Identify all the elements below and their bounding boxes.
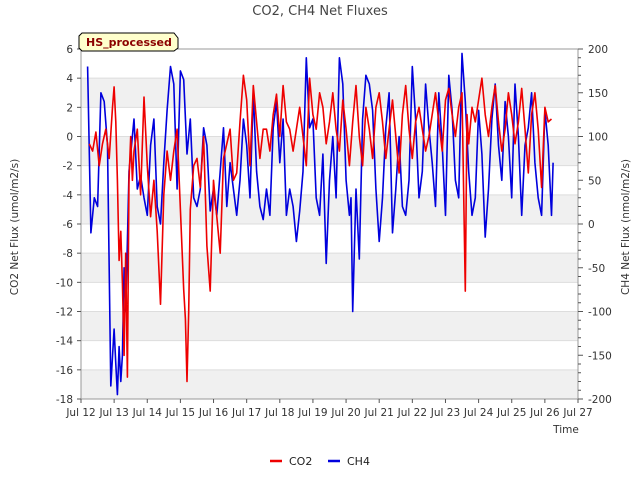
x-tick-label: Jul 14 (132, 407, 163, 419)
x-tick-label: Jul 19 (297, 407, 327, 419)
legend-entry-ch4: CH4 (328, 455, 370, 468)
y-tick-label: 2 (66, 102, 73, 114)
background-bands (81, 78, 578, 399)
y2-tick-label: -50 (588, 263, 605, 275)
x-tick-label: Jul 12 (65, 407, 95, 419)
series-line-co2 (88, 74, 553, 383)
y2-tick-label: 100 (588, 132, 608, 144)
x-axis-title: Time (552, 424, 579, 436)
processing-badge: HS_processed (78, 32, 179, 52)
x-tick-label: Jul 17 (231, 407, 261, 419)
y-tick-label: -14 (56, 336, 73, 348)
y-axis-right: 200 150 100 50 0 -50 -100 -150 -200 (578, 44, 612, 406)
y-axis-left: 6 4 2 0 -2 -4 -6 -8 -10 -12 -14 -16 -18 (56, 44, 81, 406)
y-axis-title: CO2 Net Flux (umol/m2/s) (9, 159, 21, 295)
y-tick-label: -10 (56, 277, 73, 289)
legend-label-ch4: CH4 (347, 455, 370, 468)
background-band (81, 369, 578, 399)
y-tick-label: -2 (63, 161, 73, 173)
y2-tick-label: -100 (588, 307, 612, 319)
series-line-ch4 (86, 52, 554, 396)
badge-label: HS_processed (86, 36, 172, 49)
x-tick-label: Jul 25 (496, 407, 526, 419)
x-axis: Jul 12 Jul 13 Jul 14 Jul 15 Jul 16 Jul 17 Jul … (65, 399, 593, 419)
y-tick-label: -16 (56, 365, 73, 377)
legend-label-co2: CO2 (289, 455, 312, 468)
series-layer (86, 52, 554, 396)
y2-tick-label: 0 (588, 219, 595, 231)
x-tick-label: Jul 16 (198, 407, 229, 419)
y2-tick-label: -150 (588, 350, 612, 362)
y-tick-label: 0 (66, 132, 73, 144)
background-band (81, 311, 578, 341)
x-tick-label: Jul 21 (364, 407, 394, 419)
background-band (81, 78, 578, 108)
x-tick-label: Jul 18 (264, 407, 294, 419)
y-tick-label: -18 (56, 394, 73, 406)
chart-title: CO2, CH4 Net Fluxes (252, 4, 388, 19)
background-band (81, 253, 578, 283)
y2-tick-label: -200 (588, 394, 612, 406)
y-tick-label: -8 (63, 248, 73, 260)
y2-tick-label: 50 (588, 175, 601, 187)
x-tick-label: Jul 15 (165, 407, 195, 419)
y-tick-label: -12 (56, 307, 73, 319)
x-tick-label: Jul 13 (98, 407, 128, 419)
legend-entry-co2: CO2 (270, 455, 312, 468)
legend: CO2 CH4 (270, 455, 370, 468)
x-tick-label: Jul 23 (430, 407, 460, 419)
y-tick-label: 6 (66, 44, 73, 56)
y-tick-label: -6 (63, 219, 74, 231)
x-tick-label: Jul 20 (330, 407, 360, 419)
y2-tick-label: 150 (588, 88, 608, 100)
x-tick-label: Jul 27 (562, 407, 592, 419)
x-tick-label: Jul 22 (397, 407, 427, 419)
x-tick-label: Jul 26 (529, 407, 560, 419)
y-tick-label: -4 (63, 190, 74, 202)
y2-tick-label: 200 (588, 44, 608, 56)
y-tick-label: 4 (66, 73, 73, 85)
y2-axis-title: CH4 Net Flux (nmol/m2/s) (620, 159, 632, 295)
x-tick-label: Jul 24 (463, 407, 494, 419)
